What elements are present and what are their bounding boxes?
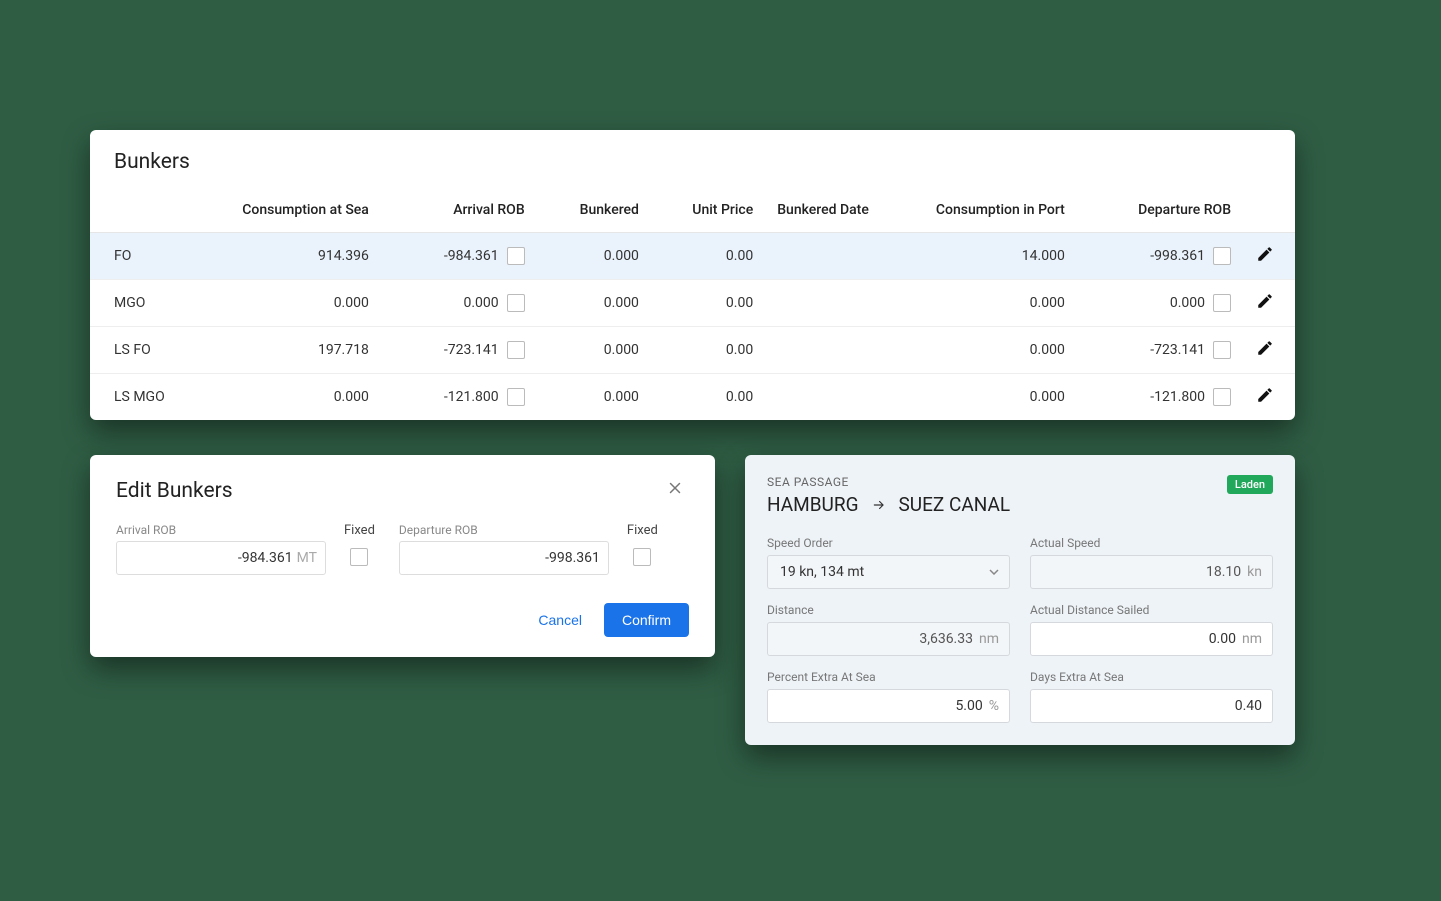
arrival-fixed-checkbox[interactable] xyxy=(350,548,368,566)
cell-cons-sea: 0.000 xyxy=(204,280,381,327)
departure-rob-label: Departure ROB xyxy=(399,523,609,537)
cell-cons-sea: 914.396 xyxy=(204,233,381,280)
arr-rob-checkbox[interactable] xyxy=(507,341,525,359)
chevron-down-icon xyxy=(989,569,999,575)
cell-arr-rob: 0.000 xyxy=(381,280,537,327)
cell-bunkered-date xyxy=(765,374,900,421)
cell-cons-sea: 0.000 xyxy=(204,374,381,421)
cell-dep-rob: -723.141 xyxy=(1077,327,1243,374)
col-bunkered: Bunkered xyxy=(537,192,651,233)
cell-type: MGO xyxy=(90,280,204,327)
sea-passage-subtitle: SEA PASSAGE xyxy=(767,475,1010,489)
bunkers-panel: Bunkers Consumption at Sea Arrival ROB B… xyxy=(90,130,1295,420)
distance-input[interactable]: 3,636.33 nm xyxy=(767,622,1010,656)
cell-bunkered: 0.000 xyxy=(537,374,651,421)
cell-dep-rob: 0.000 xyxy=(1077,280,1243,327)
cell-cons-port: 0.000 xyxy=(900,327,1077,374)
dep-rob-checkbox[interactable] xyxy=(1213,341,1231,359)
arr-rob-checkbox[interactable] xyxy=(507,247,525,265)
col-type xyxy=(90,192,204,233)
actual-distance-label: Actual Distance Sailed xyxy=(1030,603,1273,617)
edit-bunkers-dialog: Edit Bunkers Arrival ROB -984.361 MT Fix… xyxy=(90,455,715,657)
departure-fixed-checkbox[interactable] xyxy=(633,548,651,566)
cell-dep-rob: -998.361 xyxy=(1077,233,1243,280)
cell-bunkered: 0.000 xyxy=(537,327,651,374)
bunkers-table: Consumption at Sea Arrival ROB Bunkered … xyxy=(90,192,1295,420)
departure-rob-input[interactable]: -998.361 xyxy=(399,541,609,575)
cell-arr-rob: -984.361 xyxy=(381,233,537,280)
departure-fixed-label: Fixed xyxy=(627,523,658,538)
cell-bunkered-date xyxy=(765,233,900,280)
cell-unit-price: 0.00 xyxy=(651,327,765,374)
col-departure-rob: Departure ROB xyxy=(1077,192,1243,233)
close-icon[interactable] xyxy=(661,477,689,505)
cell-unit-price: 0.00 xyxy=(651,374,765,421)
cell-cons-sea: 197.718 xyxy=(204,327,381,374)
actual-distance-input[interactable]: 0.00 nm xyxy=(1030,622,1273,656)
dep-rob-checkbox[interactable] xyxy=(1213,294,1231,312)
table-row: FO914.396-984.361 0.0000.00 14.000-998.36… xyxy=(90,233,1295,280)
cell-bunkered: 0.000 xyxy=(537,233,651,280)
cancel-button[interactable]: Cancel xyxy=(524,603,596,637)
col-unit-price: Unit Price xyxy=(651,192,765,233)
speed-order-label: Speed Order xyxy=(767,536,1010,550)
dialog-title: Edit Bunkers xyxy=(116,479,233,503)
pencil-icon[interactable] xyxy=(1256,251,1274,267)
cell-arr-rob: -723.141 xyxy=(381,327,537,374)
dep-rob-checkbox[interactable] xyxy=(1213,388,1231,406)
actual-speed-input[interactable]: 18.10 kn xyxy=(1030,555,1273,589)
table-row: LS FO197.718-723.141 0.0000.000.000-723.… xyxy=(90,327,1295,374)
cell-dep-rob: -121.800 xyxy=(1077,374,1243,421)
arrival-rob-input[interactable]: -984.361 MT xyxy=(116,541,326,575)
col-consumption-port: Consumption in Port xyxy=(900,192,1077,233)
laden-badge: Laden xyxy=(1227,475,1273,494)
col-arrival-rob: Arrival ROB xyxy=(381,192,537,233)
arr-rob-checkbox[interactable] xyxy=(507,388,525,406)
cell-unit-price: 0.00 xyxy=(651,233,765,280)
cell-cons-port: 0.000 xyxy=(900,374,1077,421)
col-actions xyxy=(1243,192,1295,233)
confirm-button[interactable]: Confirm xyxy=(604,603,689,637)
table-row: MGO0.0000.000 0.0000.000.0000.000 xyxy=(90,280,1295,327)
arrival-rob-label: Arrival ROB xyxy=(116,523,326,537)
pencil-icon[interactable] xyxy=(1256,298,1274,314)
pencil-icon[interactable] xyxy=(1256,345,1274,361)
days-extra-input[interactable]: 0.40 xyxy=(1030,689,1273,723)
distance-label: Distance xyxy=(767,603,1010,617)
route-to: SUEZ CANAL xyxy=(899,493,1011,516)
cell-bunkered-date xyxy=(765,280,900,327)
pencil-icon[interactable] xyxy=(1256,392,1274,408)
table-row: LS MGO0.000-121.800 0.0000.000.000-121.8… xyxy=(90,374,1295,421)
days-extra-label: Days Extra At Sea xyxy=(1030,670,1273,684)
arr-rob-checkbox[interactable] xyxy=(507,294,525,312)
cell-cons-port: 0.000 xyxy=(900,280,1077,327)
cell-cons-port: 14.000 xyxy=(900,233,1077,280)
cell-unit-price: 0.00 xyxy=(651,280,765,327)
cell-bunkered: 0.000 xyxy=(537,280,651,327)
dep-rob-checkbox[interactable] xyxy=(1213,247,1231,265)
actual-speed-label: Actual Speed xyxy=(1030,536,1273,550)
pct-extra-label: Percent Extra At Sea xyxy=(767,670,1010,684)
bunkers-title: Bunkers xyxy=(90,130,1295,192)
col-consumption-sea: Consumption at Sea xyxy=(204,192,381,233)
cell-type: LS FO xyxy=(90,327,204,374)
cell-arr-rob: -121.800 xyxy=(381,374,537,421)
cell-bunkered-date xyxy=(765,327,900,374)
route-from: HAMBURG xyxy=(767,493,859,516)
arrival-fixed-label: Fixed xyxy=(344,523,375,538)
cell-type: LS MGO xyxy=(90,374,204,421)
cell-type: FO xyxy=(90,233,204,280)
col-bunkered-date: Bunkered Date xyxy=(765,192,900,233)
sea-passage-route: HAMBURG SUEZ CANAL xyxy=(767,493,1010,516)
arrow-right-icon xyxy=(871,498,887,512)
speed-order-select[interactable]: 19 kn, 134 mt xyxy=(767,555,1010,589)
pct-extra-input[interactable]: 5.00 % xyxy=(767,689,1010,723)
sea-passage-panel: SEA PASSAGE HAMBURG SUEZ CANAL Laden Spe… xyxy=(745,455,1295,745)
